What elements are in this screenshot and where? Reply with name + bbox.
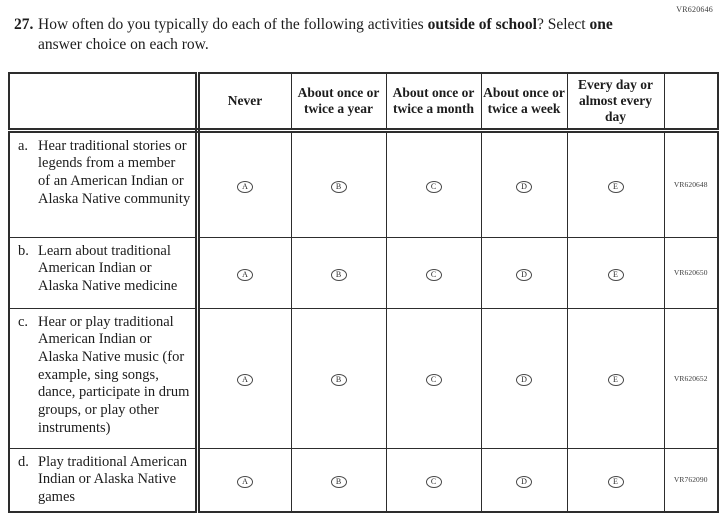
bubble-c-month[interactable]: C [425, 374, 442, 386]
table-row-d: d. Play traditional American Indian or A… [8, 447, 719, 513]
response-grid: Never About once or twice a year About o… [8, 72, 719, 513]
header-empty-code-col [663, 72, 719, 133]
row-d-label-text: Play traditional American Indian or Alas… [38, 453, 187, 505]
question-bold-one: one [589, 16, 613, 33]
question-part1: How often do you typically do each of th… [38, 16, 428, 33]
bubble-c-year[interactable]: B [330, 374, 347, 386]
row-a-code: VR620648 [663, 129, 719, 238]
question-part2: ? Select [536, 16, 590, 33]
header-never: Never [196, 72, 292, 133]
header-once-twice-week: About once or twice a week [480, 72, 568, 133]
bubble-a-daily[interactable]: E [607, 180, 624, 193]
row-b-code: VR620650 [663, 236, 719, 309]
row-d-label-cell: d. Play traditional American Indian or A… [8, 447, 200, 513]
row-b-label-text: Learn about traditional American Indian … [38, 242, 178, 294]
bubble-b-week[interactable]: D [516, 268, 532, 281]
row-c-label-text: Hear or play traditional American Indian… [38, 313, 190, 436]
bubble-a-year[interactable]: B [330, 180, 347, 193]
row-b-letter: b. [18, 242, 29, 259]
bubble-b-daily[interactable]: E [607, 268, 624, 281]
question-block: 27. How often do you typically do each o… [14, 15, 650, 56]
row-c-letter: c. [18, 313, 29, 330]
bubble-b-never[interactable]: A [237, 268, 253, 281]
header-once-twice-month: About once or twice a month [385, 72, 482, 133]
row-a-label-cell: a. Hear traditional stories or legends f… [8, 129, 200, 238]
question-part3: answer choice on each row. [38, 36, 209, 54]
bubble-a-month[interactable]: C [425, 180, 442, 193]
bubble-b-month[interactable]: C [425, 268, 442, 281]
table-row-a: a. Hear traditional stories or legends f… [8, 129, 719, 238]
row-a-label-text: Hear traditional stories or legends from… [38, 137, 191, 207]
bubble-d-month[interactable]: C [425, 475, 442, 488]
row-c-code: VR620652 [663, 307, 719, 449]
row-c-label-cell: c. Hear or play traditional American Ind… [8, 307, 200, 449]
bubble-d-year[interactable]: B [330, 475, 347, 488]
table-row-c: c. Hear or play traditional American Ind… [8, 307, 719, 449]
question-text: How often do you typically do each of th… [38, 15, 650, 56]
header-every-day: Every day or almost every day [566, 72, 665, 133]
bubble-b-year[interactable]: B [330, 268, 347, 281]
question-number: 27. [14, 16, 34, 33]
bubble-d-daily[interactable]: E [607, 475, 624, 488]
bubble-c-daily[interactable]: E [607, 374, 624, 386]
bubble-c-never[interactable]: A [237, 374, 253, 386]
row-d-letter: d. [18, 453, 29, 470]
bubble-a-never[interactable]: A [237, 180, 253, 193]
header-once-twice-year: About once or twice a year [290, 72, 387, 133]
bubble-d-never[interactable]: A [237, 475, 253, 488]
header-row: Never About once or twice a year About o… [8, 72, 719, 133]
bubble-c-week[interactable]: D [516, 374, 532, 386]
table-row-b: b. Learn about traditional American Indi… [8, 236, 719, 309]
question-bold-outside-of-school: outside of school [427, 16, 537, 33]
header-empty-label-col [8, 72, 200, 133]
form-code-top: VR620646 [676, 5, 713, 14]
row-b-label-cell: b. Learn about traditional American Indi… [8, 236, 200, 309]
bubble-a-week[interactable]: D [516, 180, 532, 193]
bubble-d-week[interactable]: D [516, 475, 532, 488]
row-a-letter: a. [18, 137, 29, 154]
row-d-code: VR762090 [663, 447, 719, 513]
